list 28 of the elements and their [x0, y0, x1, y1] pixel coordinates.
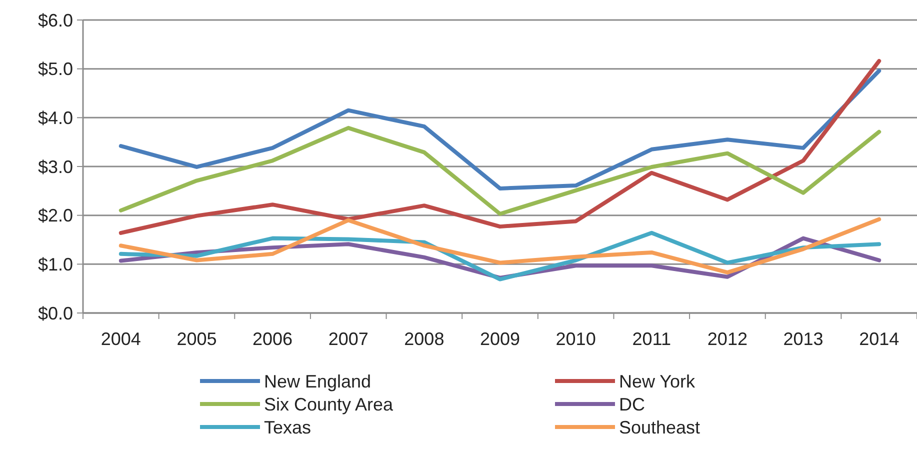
legend-label: DC: [619, 394, 645, 414]
legend-label: New York: [619, 371, 696, 392]
x-tick-label: 2004: [100, 329, 141, 349]
line-series: [118, 126, 882, 216]
x-tick-label: 2012: [707, 329, 748, 349]
y-tick-label: $6.0: [38, 10, 73, 30]
x-tick-label: 2006: [252, 329, 293, 349]
y-tick-label: $2.0: [38, 206, 73, 226]
y-tick-label: $5.0: [38, 59, 73, 80]
legend-label: Six County Area: [264, 394, 394, 414]
x-tick-label: 2013: [783, 329, 824, 349]
x-tick-label: 2014: [859, 329, 900, 349]
x-tick-label: 2008: [404, 329, 444, 349]
line-series: [118, 59, 882, 235]
x-tick-label: 2007: [328, 329, 368, 349]
legend-label: Southeast: [619, 417, 700, 438]
x-tick-label: 2011: [632, 329, 671, 349]
x-tick-label: 2010: [556, 329, 596, 349]
x-tick-label: 2009: [480, 329, 520, 349]
y-tick-label: $3.0: [38, 156, 73, 177]
legend-label: New England: [264, 371, 372, 392]
y-tick-label: $1.0: [38, 254, 73, 274]
x-tick-label: 2005: [176, 329, 217, 349]
line-series: [118, 217, 882, 274]
y-tick-label: $0.0: [38, 303, 73, 324]
y-tick-label: $4.0: [38, 108, 73, 128]
line-series: [118, 68, 882, 190]
legend-label: Texas: [264, 417, 312, 438]
